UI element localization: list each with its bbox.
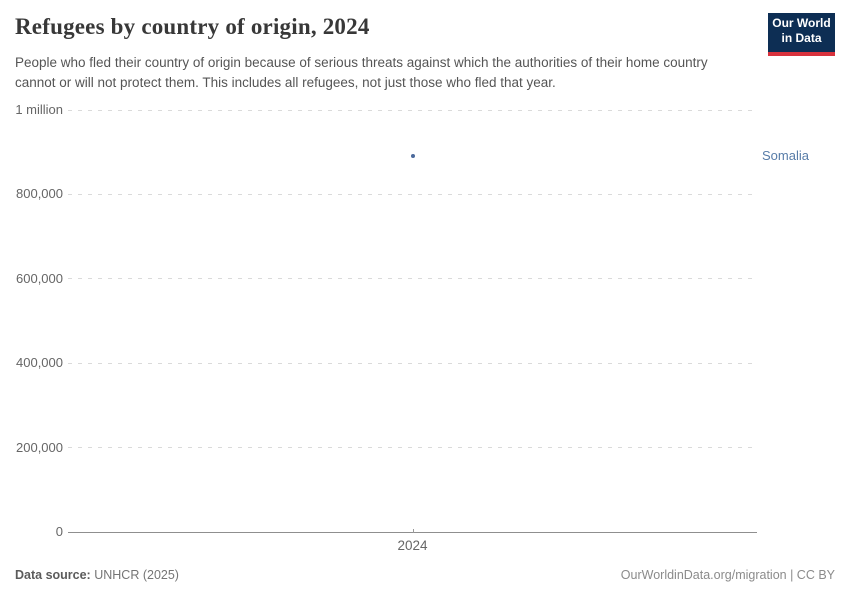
gridline-y: [68, 278, 757, 280]
data-source-label: Data source:: [15, 568, 91, 582]
gridline-y: [68, 362, 757, 364]
x-axis-tick-label: 2024: [397, 538, 428, 553]
chart-footer: Data source: UNHCR (2025) OurWorldinData…: [15, 568, 835, 582]
x-axis-tick: [412, 529, 414, 533]
page-title: Refugees by country of origin, 2024: [15, 14, 370, 39]
data-source-value: UNHCR (2025): [94, 568, 179, 582]
logo-line2: in Data: [781, 31, 822, 45]
series-label-somalia[interactable]: Somalia: [762, 148, 809, 164]
y-axis-tick-label: 400,000: [16, 355, 63, 371]
chart-subtitle: People who fled their country of origin …: [15, 55, 708, 91]
gridline-y: [68, 447, 757, 449]
data-point-somalia[interactable]: [410, 154, 415, 159]
y-axis-tick-label: 800,000: [16, 186, 63, 202]
y-axis-tick-label: 0: [55, 524, 63, 539]
gridline-y: [68, 109, 757, 111]
gridline-y: [68, 193, 757, 195]
owid-logo[interactable]: Our World in Data: [768, 13, 835, 56]
y-axis-tick-label: 200,000: [16, 439, 63, 455]
logo-line1: Our World: [772, 16, 831, 30]
y-axis-tick-label: 600,000: [16, 270, 63, 286]
credit-link[interactable]: OurWorldinData.org/migration | CC BY: [620, 568, 835, 582]
data-source: Data source: UNHCR (2025): [15, 568, 179, 582]
y-axis-tick-label: 1 million: [15, 102, 63, 117]
